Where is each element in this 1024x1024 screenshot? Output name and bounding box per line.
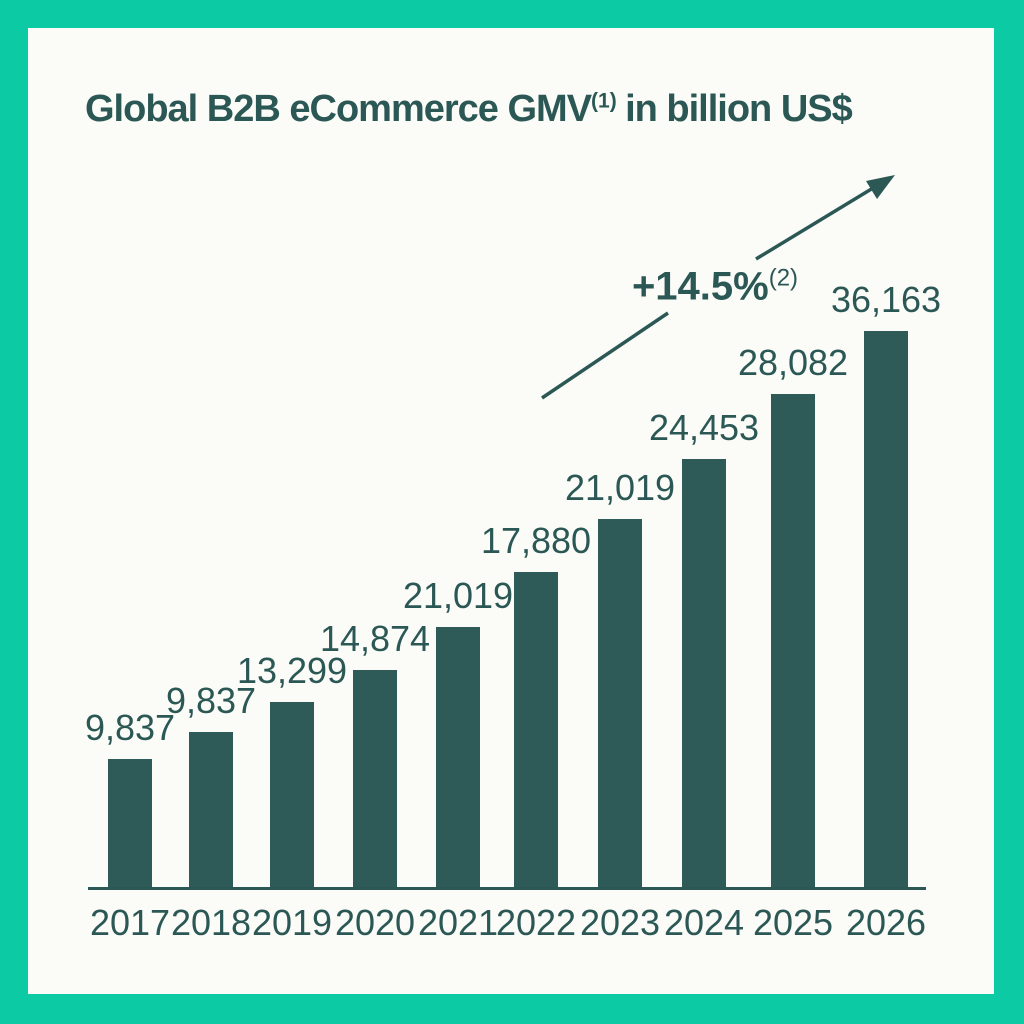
value-label-2019: 13,299 xyxy=(236,650,348,691)
growth-percentage: +14.5% xyxy=(631,264,769,309)
year-label-2017: 2017 xyxy=(89,902,171,943)
year-label-2020: 2020 xyxy=(334,902,416,943)
value-label-2023: 21,019 xyxy=(564,467,676,508)
bar-2026 xyxy=(864,331,908,889)
bar-2021 xyxy=(436,627,480,889)
chart-panel xyxy=(28,28,994,994)
x-axis-line xyxy=(88,887,926,890)
value-label-2020: 14,874 xyxy=(319,618,431,659)
year-label-2025: 2025 xyxy=(752,902,834,943)
title-footnote-superscript: (1) xyxy=(591,89,617,113)
growth-annotation: +14.5%(2) xyxy=(632,264,798,309)
year-label-2026: 2026 xyxy=(845,902,927,943)
value-label-2018: 9,837 xyxy=(165,680,257,721)
bar-2022 xyxy=(514,572,558,889)
chart-title-text: Global B2B eCommerce GMV xyxy=(85,88,592,130)
bar-2019 xyxy=(270,702,314,889)
year-label-2019: 2019 xyxy=(251,902,333,943)
value-label-2026: 36,163 xyxy=(830,279,942,320)
year-label-2018: 2018 xyxy=(170,902,252,943)
value-label-2025: 28,082 xyxy=(737,342,849,383)
value-label-2022: 17,880 xyxy=(480,520,592,561)
value-label-2017: 9,837 xyxy=(84,707,176,748)
value-label-2021: 21,019 xyxy=(402,575,514,616)
bar-2023 xyxy=(598,519,642,889)
year-label-2022: 2022 xyxy=(495,902,577,943)
year-label-2021: 2021 xyxy=(417,902,499,943)
year-label-2023: 2023 xyxy=(579,902,661,943)
growth-footnote-superscript: (2) xyxy=(768,264,799,292)
chart-title-suffix: in billion US$ xyxy=(625,88,853,130)
year-label-2024: 2024 xyxy=(663,902,745,943)
bar-2018 xyxy=(189,732,233,889)
bar-2017 xyxy=(108,759,152,889)
bar-2024 xyxy=(682,459,726,889)
bar-2025 xyxy=(771,394,815,889)
bar-2020 xyxy=(353,670,397,889)
value-label-2024: 24,453 xyxy=(648,407,760,448)
chart-title: Global B2B eCommerce GMV(1) in billion US… xyxy=(85,88,853,131)
